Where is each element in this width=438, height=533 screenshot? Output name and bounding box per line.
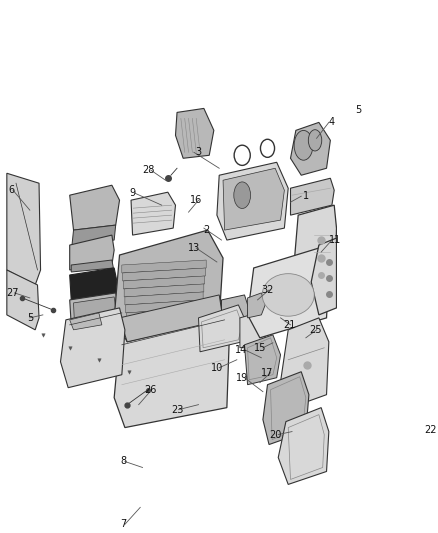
Polygon shape: [126, 300, 202, 313]
Polygon shape: [7, 173, 41, 285]
Text: 14: 14: [235, 345, 247, 355]
Text: 20: 20: [269, 430, 281, 440]
Polygon shape: [131, 192, 176, 235]
Circle shape: [294, 131, 313, 160]
Polygon shape: [122, 260, 206, 273]
Circle shape: [308, 130, 322, 151]
Polygon shape: [120, 295, 223, 342]
Polygon shape: [222, 295, 250, 330]
Text: 19: 19: [236, 373, 248, 383]
Polygon shape: [70, 293, 120, 325]
Text: 5: 5: [355, 106, 361, 116]
Polygon shape: [176, 108, 214, 158]
Polygon shape: [217, 162, 288, 240]
Polygon shape: [290, 123, 330, 175]
Text: 27: 27: [6, 288, 18, 298]
Text: 22: 22: [424, 425, 436, 434]
Polygon shape: [293, 205, 336, 295]
Ellipse shape: [262, 273, 314, 316]
Text: 26: 26: [144, 385, 156, 394]
Text: 16: 16: [190, 195, 202, 205]
Polygon shape: [72, 225, 116, 245]
Polygon shape: [125, 292, 203, 305]
Text: 2: 2: [203, 225, 209, 235]
Polygon shape: [198, 305, 246, 352]
Polygon shape: [240, 312, 268, 348]
Polygon shape: [223, 168, 284, 230]
Polygon shape: [123, 268, 205, 281]
Text: 17: 17: [261, 368, 274, 378]
Polygon shape: [60, 308, 125, 387]
Text: 21: 21: [283, 320, 295, 330]
Circle shape: [234, 182, 251, 208]
Polygon shape: [114, 230, 223, 342]
Polygon shape: [70, 313, 102, 330]
Text: 10: 10: [211, 363, 223, 373]
Text: 28: 28: [142, 165, 155, 175]
Text: 3: 3: [195, 147, 201, 157]
Polygon shape: [290, 178, 334, 215]
Text: 23: 23: [171, 405, 183, 415]
Polygon shape: [71, 260, 113, 272]
Polygon shape: [247, 248, 329, 338]
Text: 25: 25: [309, 325, 321, 335]
Polygon shape: [263, 372, 309, 445]
Polygon shape: [70, 185, 120, 230]
Polygon shape: [70, 268, 117, 300]
Polygon shape: [124, 284, 204, 297]
Text: 7: 7: [120, 519, 127, 529]
Text: 9: 9: [130, 188, 136, 198]
Polygon shape: [124, 276, 205, 289]
Text: 32: 32: [261, 285, 274, 295]
Text: 4: 4: [329, 117, 335, 127]
Polygon shape: [311, 238, 336, 315]
Text: 8: 8: [120, 456, 127, 466]
Text: 6: 6: [8, 185, 14, 195]
Text: 15: 15: [254, 343, 266, 353]
Text: 5: 5: [27, 313, 33, 323]
Polygon shape: [7, 270, 39, 330]
Polygon shape: [247, 293, 265, 318]
Polygon shape: [70, 235, 114, 270]
Polygon shape: [127, 308, 201, 321]
Text: 11: 11: [329, 235, 341, 245]
Polygon shape: [114, 315, 229, 427]
Text: 1: 1: [303, 191, 309, 201]
Polygon shape: [74, 297, 116, 320]
Polygon shape: [244, 335, 280, 385]
Polygon shape: [280, 318, 329, 408]
Text: 13: 13: [188, 243, 200, 253]
Polygon shape: [278, 408, 329, 484]
